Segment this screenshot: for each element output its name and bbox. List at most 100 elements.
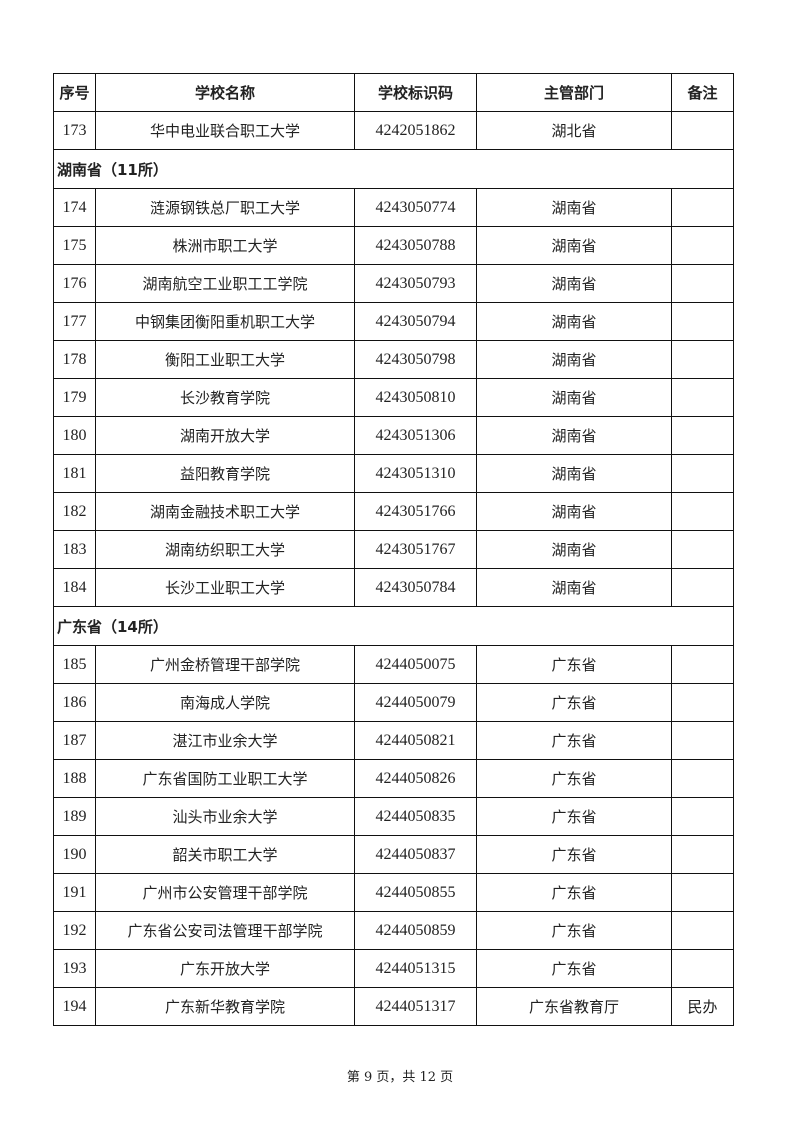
school-code: 4243050794 <box>354 302 477 341</box>
department: 湖南省 <box>476 302 672 341</box>
remark <box>671 340 734 379</box>
table-row: 185 广州金桥管理干部学院 4244050075 广东省 <box>53 645 734 684</box>
school-code: 4244050837 <box>354 835 477 874</box>
school-name: 广州金桥管理干部学院 <box>95 645 355 684</box>
table-row: 173 华中电业联合职工大学 4242051862 湖北省 <box>53 111 734 150</box>
school-code: 4243050784 <box>354 568 477 607</box>
school-name: 湖南纺织职工大学 <box>95 530 355 569</box>
school-code: 4243051766 <box>354 492 477 531</box>
row-number: 190 <box>53 835 96 874</box>
department: 湖南省 <box>476 492 672 531</box>
row-number: 191 <box>53 873 96 912</box>
department: 湖南省 <box>476 378 672 417</box>
table-row: 174 涟源钢铁总厂职工大学 4243050774 湖南省 <box>53 188 734 227</box>
remark <box>671 416 734 455</box>
school-code: 4244050835 <box>354 797 477 836</box>
school-code: 4244050821 <box>354 721 477 760</box>
department: 广东省 <box>476 683 672 722</box>
table-row: 184 长沙工业职工大学 4243050784 湖南省 <box>53 568 734 607</box>
department: 湖南省 <box>476 568 672 607</box>
row-number: 173 <box>53 111 96 150</box>
row-number: 185 <box>53 645 96 684</box>
department: 广东省 <box>476 911 672 950</box>
school-code: 4244051317 <box>354 987 477 1026</box>
school-code: 4244050855 <box>354 873 477 912</box>
department: 广东省 <box>476 835 672 874</box>
table-row: 193 广东开放大学 4244051315 广东省 <box>53 949 734 988</box>
table-row: 191 广州市公安管理干部学院 4244050855 广东省 <box>53 873 734 912</box>
department: 广东省教育厅 <box>476 987 672 1026</box>
row-number: 177 <box>53 302 96 341</box>
table-row: 180 湖南开放大学 4243051306 湖南省 <box>53 416 734 455</box>
school-name: 广州市公安管理干部学院 <box>95 873 355 912</box>
department: 湖南省 <box>476 226 672 265</box>
table-row: 190 韶关市职工大学 4244050837 广东省 <box>53 835 734 874</box>
column-header: 序号 <box>53 73 96 112</box>
department: 湖南省 <box>476 264 672 303</box>
table-row: 181 益阳教育学院 4243051310 湖南省 <box>53 454 734 493</box>
school-code: 4243050788 <box>354 226 477 265</box>
school-name: 广东开放大学 <box>95 949 355 988</box>
column-header: 学校标识码 <box>354 73 477 112</box>
table-row: 175 株洲市职工大学 4243050788 湖南省 <box>53 226 734 265</box>
section-header-row: 广东省（14所） <box>53 606 734 646</box>
school-name: 长沙工业职工大学 <box>95 568 355 607</box>
row-number: 174 <box>53 188 96 227</box>
row-number: 175 <box>53 226 96 265</box>
row-number: 179 <box>53 378 96 417</box>
remark <box>671 911 734 950</box>
school-name: 广东省国防工业职工大学 <box>95 759 355 798</box>
school-name: 株洲市职工大学 <box>95 226 355 265</box>
schools-table: 序号 学校名称 学校标识码 主管部门 备注 173 华中电业联合职工大学 424205186… <box>53 73 734 1026</box>
school-name: 广东新华教育学院 <box>95 987 355 1026</box>
school-name: 韶关市职工大学 <box>95 835 355 874</box>
table-row: 188 广东省国防工业职工大学 4244050826 广东省 <box>53 759 734 798</box>
department: 湖南省 <box>476 530 672 569</box>
school-name: 衡阳工业职工大学 <box>95 340 355 379</box>
school-code: 4244050826 <box>354 759 477 798</box>
remark <box>671 530 734 569</box>
remark <box>671 721 734 760</box>
school-code: 4243051306 <box>354 416 477 455</box>
table-row: 179 长沙教育学院 4243050810 湖南省 <box>53 378 734 417</box>
row-number: 181 <box>53 454 96 493</box>
table-row: 186 南海成人学院 4244050079 广东省 <box>53 683 734 722</box>
department: 广东省 <box>476 645 672 684</box>
row-number: 193 <box>53 949 96 988</box>
column-header: 学校名称 <box>95 73 355 112</box>
school-code: 4243050810 <box>354 378 477 417</box>
remark <box>671 302 734 341</box>
remark <box>671 949 734 988</box>
table-row: 176 湖南航空工业职工工学院 4243050793 湖南省 <box>53 264 734 303</box>
column-header: 主管部门 <box>476 73 672 112</box>
row-number: 180 <box>53 416 96 455</box>
table-row: 178 衡阳工业职工大学 4243050798 湖南省 <box>53 340 734 379</box>
table-row: 183 湖南纺织职工大学 4243051767 湖南省 <box>53 530 734 569</box>
department: 湖北省 <box>476 111 672 150</box>
table-row: 177 中钢集团衡阳重机职工大学 4243050794 湖南省 <box>53 302 734 341</box>
department: 广东省 <box>476 759 672 798</box>
table-row: 192 广东省公安司法管理干部学院 4244050859 广东省 <box>53 911 734 950</box>
school-name: 益阳教育学院 <box>95 454 355 493</box>
remark <box>671 797 734 836</box>
remark <box>671 226 734 265</box>
department: 湖南省 <box>476 188 672 227</box>
school-name: 涟源钢铁总厂职工大学 <box>95 188 355 227</box>
school-code: 4243051767 <box>354 530 477 569</box>
row-number: 182 <box>53 492 96 531</box>
remark <box>671 683 734 722</box>
school-name: 长沙教育学院 <box>95 378 355 417</box>
province-group-title: 湖南省（11所） <box>53 149 734 189</box>
school-code: 4244050859 <box>354 911 477 950</box>
school-code: 4244051315 <box>354 949 477 988</box>
row-number: 184 <box>53 568 96 607</box>
page-footer: 第 9 页，共 12 页 <box>346 1070 454 1085</box>
table-header-row: 序号 学校名称 学校标识码 主管部门 备注 <box>53 73 734 112</box>
school-name: 广东省公安司法管理干部学院 <box>95 911 355 950</box>
department: 广东省 <box>476 721 672 760</box>
column-header: 备注 <box>671 73 734 112</box>
school-code: 4243050793 <box>354 264 477 303</box>
department: 广东省 <box>476 797 672 836</box>
row-number: 186 <box>53 683 96 722</box>
school-name: 南海成人学院 <box>95 683 355 722</box>
